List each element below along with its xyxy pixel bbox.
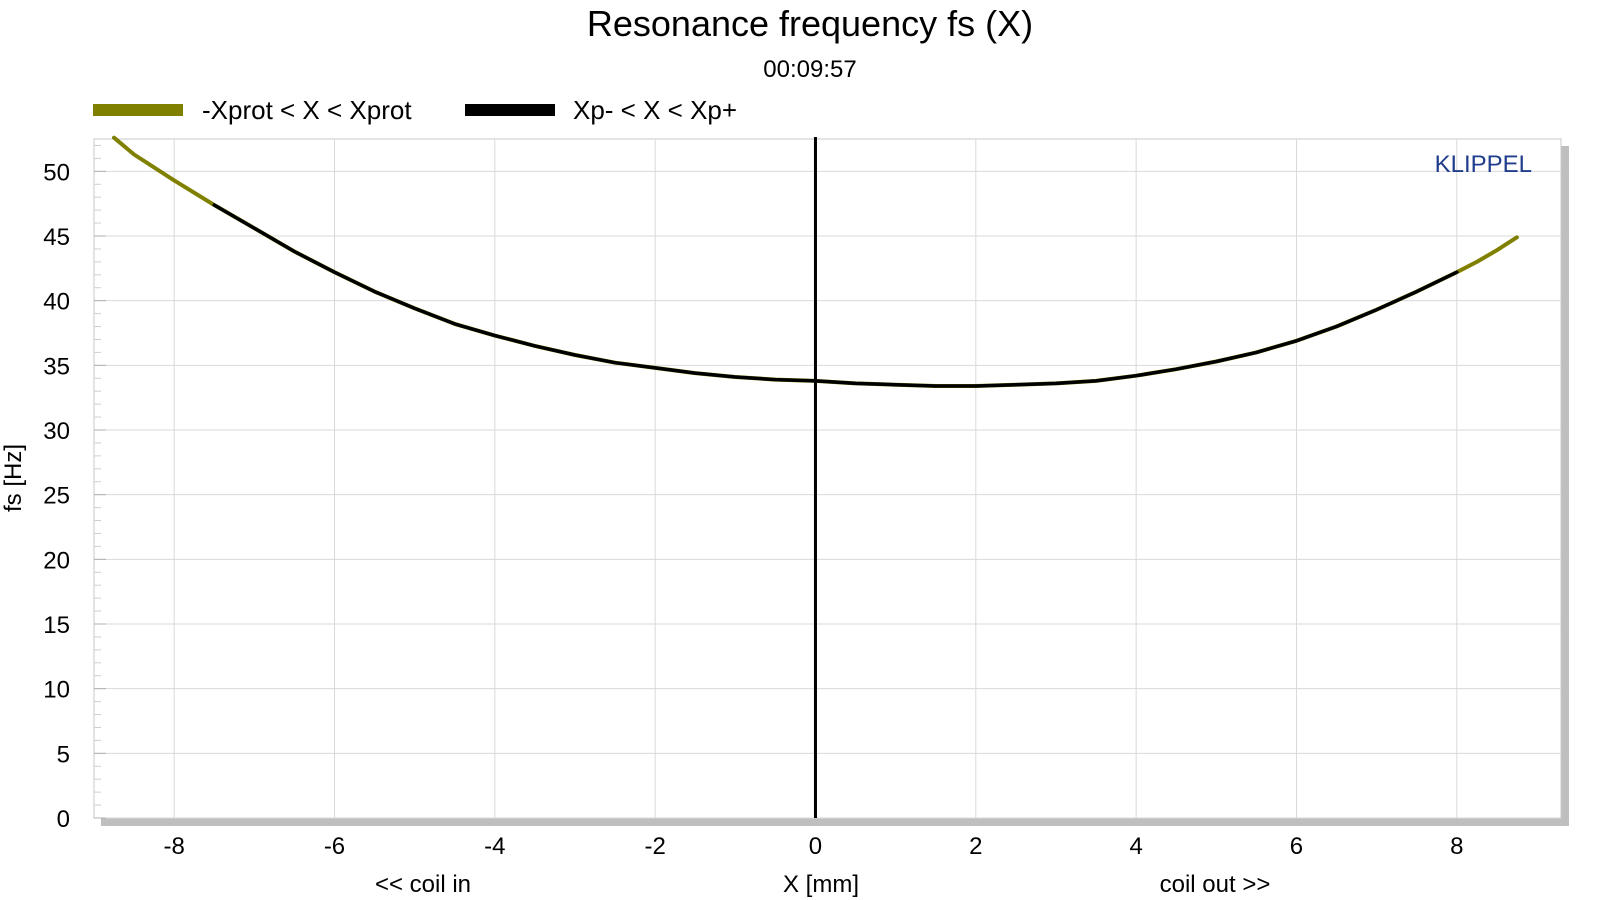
- y-minor-ticks: [94, 144, 106, 819]
- x-tick-label--6: -6: [324, 833, 345, 860]
- y-tick-label-0: 0: [57, 806, 70, 833]
- x-tick-label-0: 0: [809, 833, 822, 860]
- x-tick-labels: -8 -6 -4 -2 0 2 4 6 8: [163, 833, 1463, 860]
- y-tick-label-35: 35: [43, 353, 70, 380]
- series-line-1: [212, 203, 1459, 388]
- y-tick-label-50: 50: [43, 159, 70, 186]
- legend-label-xp: Xp- < X < Xp+: [573, 95, 737, 125]
- chart-title: Resonance frequency fs (X): [587, 3, 1033, 44]
- x-tick-label-4: 4: [1129, 833, 1142, 860]
- x-axis-label-left: << coil in: [375, 871, 471, 898]
- legend: -Xprot < X < Xprot Xp- < X < Xp+: [93, 95, 737, 125]
- y-tick-label-25: 25: [43, 483, 70, 510]
- y-axis-label: fs [Hz]: [0, 444, 27, 512]
- brand-label: KLIPPEL: [1435, 151, 1532, 178]
- y-tick-label-20: 20: [43, 547, 70, 574]
- x-axis-label: X [mm]: [783, 871, 859, 898]
- y-tick-label-45: 45: [43, 224, 70, 251]
- grid: [94, 139, 1561, 819]
- y-tick-label-15: 15: [43, 612, 70, 639]
- y-tick-label-30: 30: [43, 418, 70, 445]
- legend-swatch-xprot: [93, 104, 183, 116]
- x-tick-label-8: 8: [1450, 833, 1463, 860]
- legend-swatch-xp: [465, 104, 555, 116]
- x-tick-label--2: -2: [644, 833, 665, 860]
- y-tick-labels: 0 5 10 15 20 25 30 35 40 45 50: [43, 159, 70, 833]
- chart-subtitle: 00:09:57: [763, 56, 856, 83]
- x-tick-label--4: -4: [484, 833, 505, 860]
- series-layer: [112, 135, 1519, 388]
- x-tick-label-6: 6: [1290, 833, 1303, 860]
- y-tick-label-40: 40: [43, 289, 70, 316]
- plot-area: [93, 138, 1562, 819]
- x-tick-label-2: 2: [969, 833, 982, 860]
- x-tick-label--8: -8: [163, 833, 184, 860]
- x-axis-label-right: coil out >>: [1160, 871, 1271, 898]
- y-tick-label-5: 5: [57, 741, 70, 768]
- legend-label-xprot: -Xprot < X < Xprot: [202, 95, 412, 125]
- y-tick-label-10: 10: [43, 677, 70, 704]
